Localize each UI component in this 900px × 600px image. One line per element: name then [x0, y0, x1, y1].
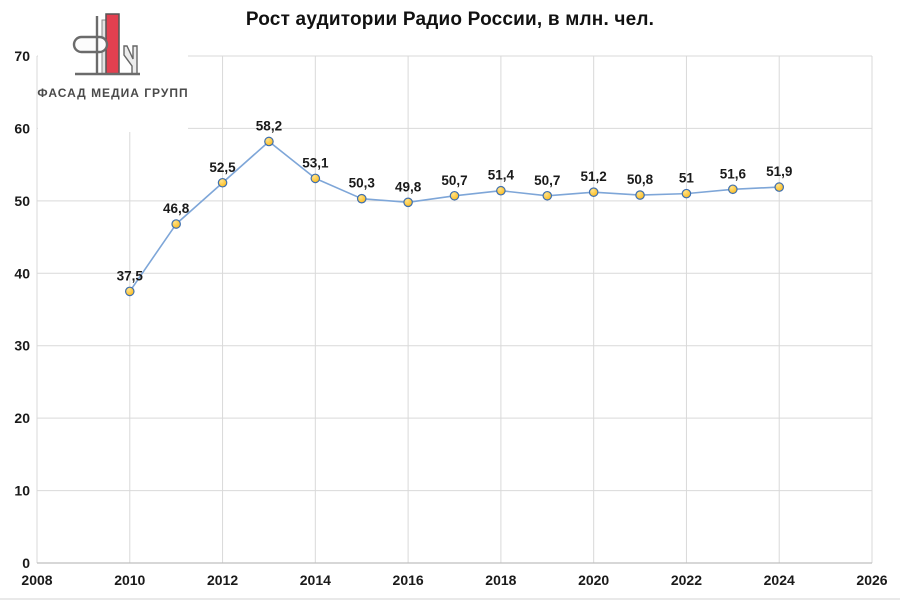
x-tick-label: 2024: [764, 572, 795, 588]
x-tick-label: 2014: [300, 572, 331, 588]
data-label: 51: [679, 171, 695, 186]
data-label: 51,9: [766, 164, 792, 179]
logo-capsule: [72, 35, 108, 54]
data-point: [124, 286, 135, 297]
data-point: [310, 173, 321, 184]
y-tick-label: 70: [14, 48, 30, 64]
data-label: 51,6: [720, 166, 747, 181]
data-label: 46,8: [163, 201, 190, 216]
x-tick-label: 2018: [485, 572, 516, 588]
x-tick-label: 2026: [856, 572, 887, 588]
data-label: 53,1: [302, 155, 329, 170]
data-point: [403, 197, 413, 208]
data-point: [264, 136, 274, 147]
y-tick-label: 20: [14, 410, 30, 426]
data-point: [588, 187, 599, 197]
fmg-logo-mark: [72, 13, 140, 76]
y-tick-label: 10: [14, 483, 30, 499]
fmg-logo-text: ФАСАД МЕДИА ГРУПП: [37, 86, 189, 100]
y-tick-label: 50: [14, 193, 30, 209]
y-tick-label: 0: [22, 555, 30, 571]
data-label: 51,2: [581, 169, 607, 184]
x-tick-label: 2016: [393, 572, 424, 588]
x-tick-label: 2008: [21, 572, 52, 588]
x-tick-label: 2010: [114, 572, 145, 588]
x-tick-label: 2012: [207, 572, 238, 588]
data-point: [542, 190, 553, 201]
data-label: 50,8: [627, 172, 654, 187]
y-tick-label: 30: [14, 338, 30, 354]
fmg-logo: ФАСАД МЕДИА ГРУПП: [37, 6, 189, 132]
data-point: [681, 188, 692, 199]
data-label: 37,5: [117, 268, 144, 283]
y-tick-label: 40: [14, 265, 30, 281]
y-tick-label: 60: [14, 120, 30, 136]
data-label: 50,7: [441, 173, 467, 188]
data-point: [774, 182, 785, 192]
chart-title: Рост аудитории Радио России, в млн. чел.: [245, 9, 655, 30]
data-point: [635, 190, 645, 200]
logo-m-flag: [122, 45, 138, 75]
data-point: [356, 193, 367, 204]
data-point: [728, 184, 738, 195]
data-label: 50,7: [534, 173, 560, 188]
data-label: 49,8: [395, 179, 422, 194]
data-point: [496, 185, 506, 196]
x-tick-label: 2020: [578, 572, 609, 588]
data-point: [217, 177, 228, 188]
x-tick-label: 2022: [671, 572, 702, 588]
data-label: 51,4: [488, 168, 515, 183]
data-point: [171, 219, 181, 229]
data-point: [449, 190, 460, 201]
data-label: 50,3: [349, 176, 376, 191]
data-label: 58,2: [256, 118, 282, 133]
data-label: 52,5: [209, 160, 236, 175]
